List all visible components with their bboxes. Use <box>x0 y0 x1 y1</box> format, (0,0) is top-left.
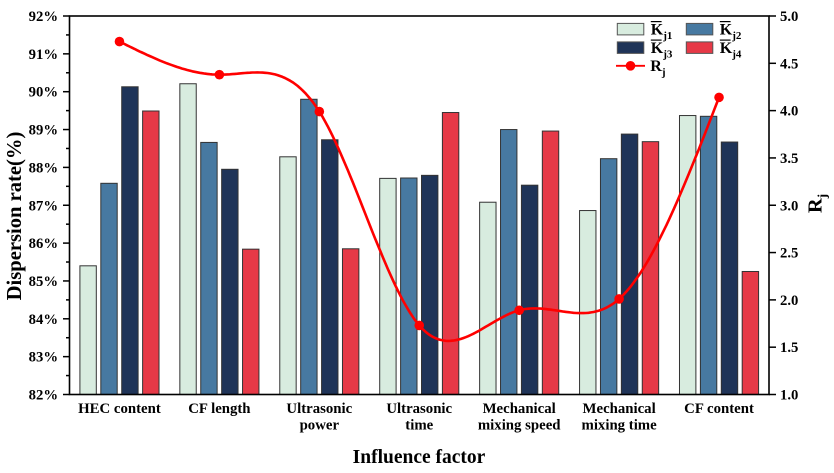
svg-text:85%: 85% <box>29 274 58 290</box>
svg-text:Rj: Rj <box>805 194 830 213</box>
svg-text:89%: 89% <box>29 123 58 139</box>
svg-text:90%: 90% <box>29 85 58 101</box>
svg-text:time: time <box>405 418 433 434</box>
svg-text:88%: 88% <box>29 160 58 176</box>
svg-text:3.0: 3.0 <box>780 198 798 214</box>
svg-text:Influence factor: Influence factor <box>353 447 486 468</box>
svg-text:Kj1: Kj1 <box>651 21 673 42</box>
svg-text:CF length: CF length <box>188 401 250 417</box>
svg-text:Mechanical: Mechanical <box>583 401 656 417</box>
svg-text:83%: 83% <box>29 350 58 366</box>
svg-text:CF content: CF content <box>684 401 754 417</box>
svg-text:mixing speed: mixing speed <box>478 418 561 434</box>
svg-text:mixing time: mixing time <box>582 418 658 434</box>
svg-text:Dispersion rate(%): Dispersion rate(%) <box>4 132 26 301</box>
svg-text:Rj: Rj <box>650 58 665 79</box>
svg-text:HEC content: HEC content <box>78 401 161 417</box>
svg-text:Mechanical: Mechanical <box>483 401 556 417</box>
svg-text:84%: 84% <box>29 312 58 328</box>
svg-text:1.5: 1.5 <box>780 340 798 356</box>
svg-text:92%: 92% <box>29 9 58 25</box>
svg-text:Ultrasonic: Ultrasonic <box>286 401 352 417</box>
svg-text:86%: 86% <box>29 236 58 252</box>
svg-text:3.5: 3.5 <box>780 151 798 167</box>
svg-text:power: power <box>300 418 340 434</box>
svg-text:5.0: 5.0 <box>780 9 798 25</box>
svg-text:4.5: 4.5 <box>780 56 798 72</box>
svg-text:87%: 87% <box>29 198 58 214</box>
svg-text:4.0: 4.0 <box>780 104 798 120</box>
svg-text:Kj2: Kj2 <box>720 21 742 42</box>
svg-text:82%: 82% <box>29 388 58 404</box>
svg-text:2.5: 2.5 <box>780 246 798 262</box>
svg-text:2.0: 2.0 <box>780 293 798 309</box>
svg-text:Ultrasonic: Ultrasonic <box>386 401 452 417</box>
svg-text:91%: 91% <box>29 47 58 63</box>
svg-text:1.0: 1.0 <box>780 388 798 404</box>
svg-text:Kj4: Kj4 <box>720 40 742 61</box>
